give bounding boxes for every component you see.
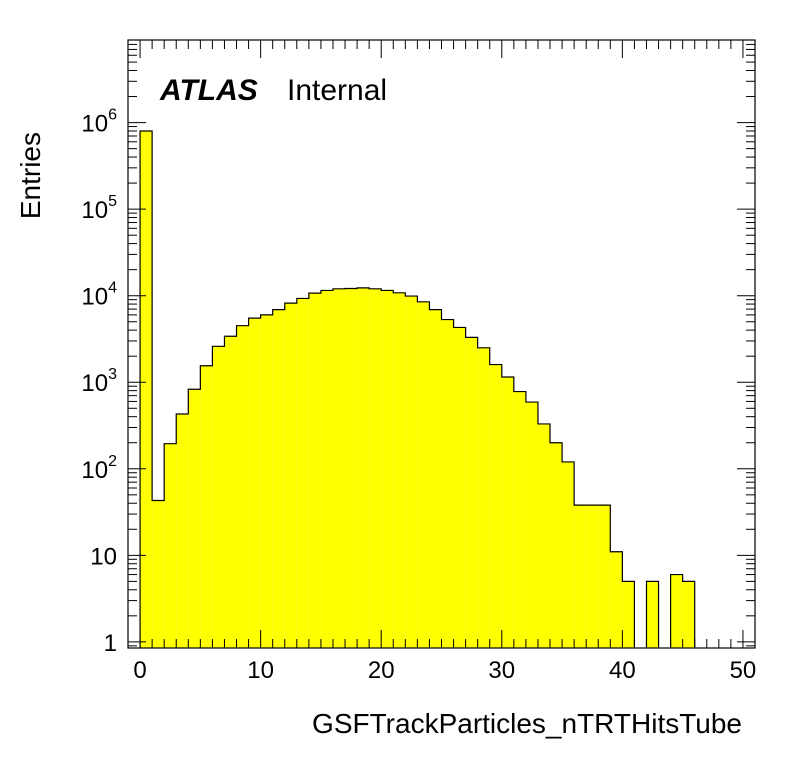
histogram-bar xyxy=(140,130,153,648)
histogram-bar xyxy=(345,288,358,648)
histogram-bar xyxy=(176,413,189,648)
x-axis-title: GSFTrackParticles_nTRTHitsTube xyxy=(312,708,742,739)
y-tick-label: 104 xyxy=(81,280,117,311)
histogram-bar xyxy=(574,505,587,648)
histogram-outline xyxy=(139,130,696,648)
y-tick-label: 103 xyxy=(81,366,117,397)
histogram-bars xyxy=(140,130,695,648)
histogram-bar xyxy=(272,309,285,648)
histogram-bar xyxy=(477,347,490,648)
histogram-bar xyxy=(212,346,225,648)
histogram-bar xyxy=(550,442,563,648)
histogram-bar xyxy=(200,365,213,648)
histogram-bar xyxy=(562,461,575,648)
histogram-bar xyxy=(284,303,297,648)
y-tick-label: 105 xyxy=(81,193,117,224)
x-tick-label: 50 xyxy=(730,657,757,684)
y-tick-label: 106 xyxy=(81,107,117,138)
histogram-bar xyxy=(670,574,683,648)
histogram-bar xyxy=(248,318,261,648)
x-tick-label: 10 xyxy=(247,657,274,684)
x-tick-label: 30 xyxy=(488,657,515,684)
histogram-bar xyxy=(646,581,659,648)
histogram-bar xyxy=(224,336,237,648)
x-axis-tick-labels: 0 10 20 30 40 50 xyxy=(133,657,756,684)
y-tick-label: 10 xyxy=(90,543,117,570)
internal-label: Internal xyxy=(287,74,387,107)
histogram-bar xyxy=(465,337,478,648)
y-axis-tick-labels: 1 10 102 103 104 105 106 xyxy=(81,107,117,657)
histogram-bar xyxy=(296,298,309,648)
x-tick-label: 0 xyxy=(133,657,146,684)
histogram-bar xyxy=(537,423,551,648)
x-axis-ticks xyxy=(127,40,756,648)
histogram-bar xyxy=(405,296,418,648)
histogram-bar xyxy=(236,325,249,648)
y-tick-label: 102 xyxy=(81,453,117,484)
histogram-bar xyxy=(610,551,623,648)
histogram-bar xyxy=(453,327,466,648)
histogram-bar xyxy=(525,402,538,648)
histogram-bar xyxy=(320,290,333,648)
histogram-bar xyxy=(682,581,695,648)
atlas-label: ATLAS xyxy=(159,74,258,107)
x-tick-label: 40 xyxy=(609,657,636,684)
histogram-bar xyxy=(369,288,382,648)
histogram-bar xyxy=(513,391,526,648)
histogram-bar xyxy=(308,293,321,648)
histogram-bar xyxy=(393,292,406,648)
histogram-bar xyxy=(489,364,502,648)
histogram-bar xyxy=(164,443,177,648)
histogram-bar xyxy=(332,288,346,648)
histogram-bar xyxy=(429,309,442,648)
x-tick-label: 20 xyxy=(368,657,395,684)
histogram-bar xyxy=(152,500,165,648)
histogram-bar xyxy=(586,505,599,648)
y-axis-title: Entries xyxy=(15,132,46,219)
histogram-bar xyxy=(357,287,370,648)
histogram-bar xyxy=(188,389,201,648)
histogram-bar xyxy=(260,314,273,648)
y-tick-label: 1 xyxy=(104,630,117,657)
histogram-bar xyxy=(622,581,635,648)
histogram-bar xyxy=(501,376,514,648)
histogram-bar xyxy=(598,505,611,648)
y-axis-ticks xyxy=(128,39,755,647)
histogram-bar xyxy=(381,290,394,648)
histogram-bar xyxy=(441,319,454,648)
histogram-bar xyxy=(417,301,430,648)
